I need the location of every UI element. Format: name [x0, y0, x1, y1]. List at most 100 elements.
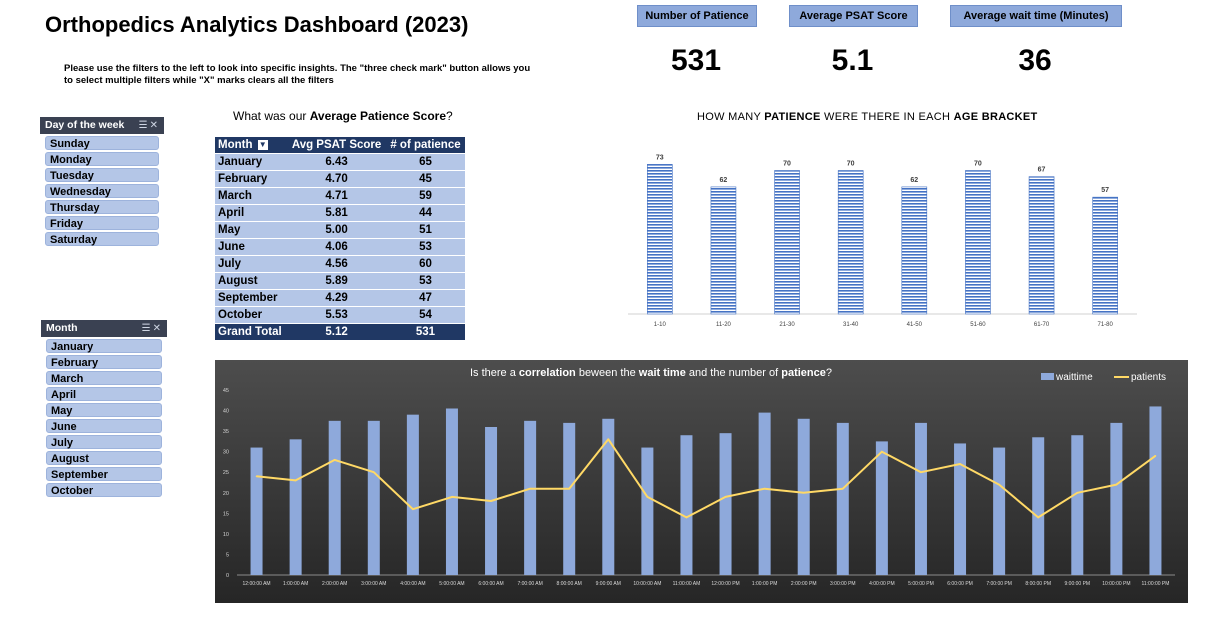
month-slicer-item-august[interactable]: August [46, 451, 162, 465]
day-slicer-title: Day of the week [45, 119, 125, 131]
cell-psat: 4.71 [287, 187, 386, 205]
cell-psat: 4.29 [287, 289, 386, 307]
pivot-table: Month ▼ Avg PSAT Score # of patience Jan… [215, 137, 465, 340]
y-tick-label: 35 [223, 429, 229, 435]
kpi-patients-label: Number of Patience [637, 5, 757, 27]
instructions-line-2: to select multiple filters while "X" mar… [64, 75, 334, 86]
month-slicer-item-january[interactable]: January [46, 339, 162, 353]
table-row: August 5.89 53 [215, 272, 465, 290]
grand-total-row: Grand Total 5.12 531 [215, 323, 465, 340]
pivot-col-patients: # of patience [385, 137, 465, 154]
patients-point [841, 487, 844, 490]
y-tick-label: 30 [223, 450, 229, 456]
patients-point [646, 496, 649, 498]
waittime-bar [602, 418, 615, 575]
x-tick-label: 10:00:00 PM [1102, 581, 1130, 587]
kpi-waittime-label: Average wait time (Minutes) [950, 5, 1122, 27]
age-bar-data-label: 57 [1101, 187, 1109, 194]
age-bar [901, 186, 928, 315]
cell-psat: 6.43 [287, 153, 386, 171]
correlation-chart-title: Is there a correlation beween the wait t… [470, 367, 832, 379]
x-tick-label: 1:00:00 PM [752, 581, 778, 587]
legend-waittime-label: waittime [1055, 372, 1093, 383]
age-title-b1: PATIENCE [764, 111, 821, 123]
table-row: September 4.29 47 [215, 289, 465, 307]
y-tick-label: 40 [223, 409, 229, 415]
cell-patients: 44 [385, 204, 465, 222]
cell-month: September [215, 289, 288, 307]
x-tick-label: 12:00:00 PM [711, 581, 739, 587]
patients-point [724, 496, 727, 498]
filter-dropdown-icon[interactable]: ▼ [257, 139, 268, 150]
waittime-bar [1071, 435, 1084, 575]
x-tick-label: 5:00:00 PM [908, 581, 934, 587]
day-slicer-item-tuesday[interactable]: Tuesday [45, 168, 159, 182]
day-slicer-item-monday[interactable]: Monday [45, 152, 159, 166]
kpi-patients-value: 531 [670, 44, 722, 77]
month-slicer-item-february[interactable]: February [46, 355, 162, 369]
instructions-line-1: Please use the filters to the left to lo… [64, 63, 531, 74]
page-title: Orthopedics Analytics Dashboard (2023) [45, 12, 469, 37]
total-label: Grand Total [215, 323, 288, 340]
y-tick-label: 25 [223, 470, 229, 476]
legend-patients-label: patients [1131, 372, 1166, 383]
multi-select-icon[interactable]: ☰ [141, 323, 153, 334]
y-tick-label: 5 [226, 552, 229, 558]
table-row: May 5.00 51 [215, 221, 465, 239]
correlation-title-p2: beween the [576, 367, 639, 379]
age-bar-data-label: 70 [783, 161, 791, 168]
age-bar-data-label: 70 [847, 161, 855, 168]
legend-waittime-swatch [1041, 373, 1054, 380]
patients-point [1076, 491, 1079, 494]
cell-month: February [215, 170, 288, 188]
waittime-bar [914, 422, 927, 575]
day-slicer-item-saturday[interactable]: Saturday [45, 232, 159, 246]
clear-filter-icon[interactable]: ✕ [152, 323, 163, 334]
day-slicer-item-wednesday[interactable]: Wednesday [45, 184, 159, 198]
total-patients: 531 [385, 323, 465, 340]
age-bar-data-label: 62 [910, 177, 918, 184]
x-tick-label: 2:00:00 AM [322, 581, 347, 587]
x-tick-label: 5:00:00 AM [439, 581, 464, 587]
day-slicer-item-friday[interactable]: Friday [45, 216, 159, 230]
kpi-psat-value: 5.1 [831, 44, 874, 77]
age-bar [1028, 176, 1055, 315]
patients-point [763, 487, 766, 490]
month-slicer-item-june[interactable]: June [46, 419, 162, 433]
day-slicer-item-sunday[interactable]: Sunday [45, 136, 159, 150]
waittime-bar [445, 408, 458, 575]
clear-filter-icon[interactable]: ✕ [149, 120, 160, 131]
cell-patients: 47 [385, 289, 465, 307]
age-tick-label: 31-40 [843, 322, 859, 328]
waittime-bar [563, 422, 576, 575]
month-slicer-item-may[interactable]: May [46, 403, 162, 417]
day-slicer-item-thursday[interactable]: Thursday [45, 200, 159, 214]
correlation-chart-panel: Is there a correlation beween the wait t… [215, 360, 1188, 603]
table-row: February 4.70 45 [215, 170, 465, 188]
month-slicer-item-july[interactable]: July [46, 435, 162, 449]
table-row: March 4.71 59 [215, 187, 465, 205]
age-title-p2: WERE THERE IN EACH [820, 111, 954, 123]
month-slicer-item-september[interactable]: September [46, 467, 162, 481]
cell-psat: 5.81 [287, 204, 386, 222]
y-tick-label: 10 [223, 532, 229, 538]
x-tick-label: 9:00:00 PM [1065, 581, 1091, 587]
cell-patients: 54 [385, 306, 465, 324]
cell-psat: 5.00 [287, 221, 386, 239]
kpi-waittime-value: 36 [1018, 44, 1052, 77]
multi-select-icon[interactable]: ☰ [138, 120, 150, 131]
total-psat: 5.12 [287, 323, 386, 340]
y-tick-label: 20 [223, 491, 229, 497]
age-tick-label: 1-10 [654, 322, 667, 328]
month-slicer: Month ☰✕ January February March April May Jun… [41, 320, 167, 497]
waittime-bar [1110, 422, 1123, 575]
month-slicer-item-march[interactable]: March [46, 371, 162, 385]
month-slicer-item-october[interactable]: October [46, 483, 162, 497]
correlation-title-p4: ? [826, 367, 832, 379]
age-tick-label: 51-60 [970, 322, 986, 328]
pivot-col-month[interactable]: Month ▼ [215, 137, 288, 154]
cell-patients: 53 [385, 272, 465, 290]
x-tick-label: 3:00:00 AM [361, 581, 386, 587]
cell-month: April [215, 204, 288, 222]
month-slicer-item-april[interactable]: April [46, 387, 162, 401]
